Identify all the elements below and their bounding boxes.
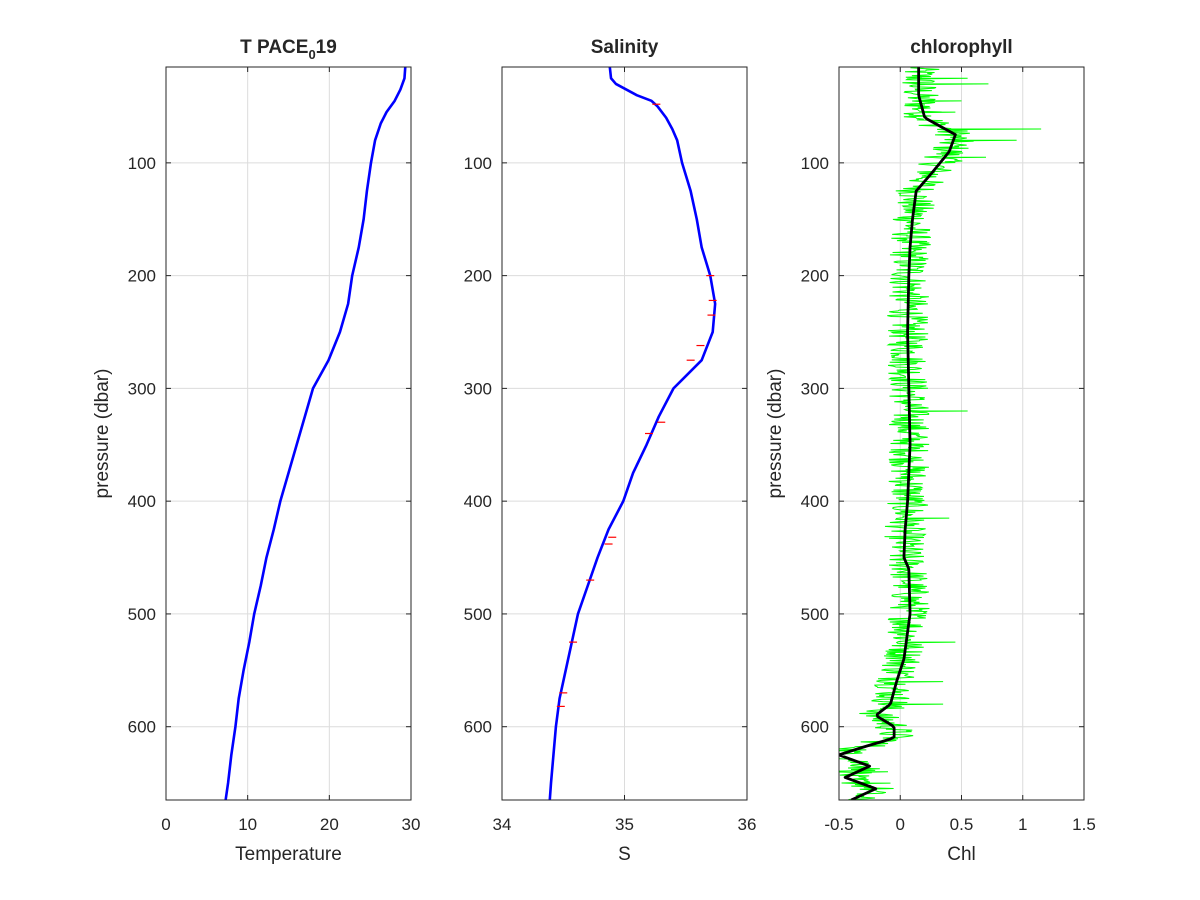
x-tick-label: 0 xyxy=(161,815,170,834)
y-tick-label: 200 xyxy=(128,267,156,286)
y-tick-label: 200 xyxy=(464,267,492,286)
y-tick-label: 600 xyxy=(464,718,492,737)
y-tick-label: 600 xyxy=(801,718,829,737)
x-tick-label: 1.5 xyxy=(1072,815,1096,834)
y-tick-label: 500 xyxy=(464,605,492,624)
y-tick-label: 400 xyxy=(128,492,156,511)
series-line-0 xyxy=(224,67,407,800)
y-tick-label: 400 xyxy=(801,492,829,511)
raw-chl-trace xyxy=(839,67,1042,800)
y-tick-label: 300 xyxy=(801,379,829,398)
y-tick-label: 300 xyxy=(464,379,492,398)
x-tick-label: 36 xyxy=(738,815,757,834)
temperature-panel: 0 10 20 30 100 200 300 400 500 600 Temperature pres… xyxy=(92,37,420,865)
panel-title: T PACE019 xyxy=(240,37,337,62)
y-axis-label: pressure (dbar) xyxy=(92,369,113,499)
x-tick-label: 30 xyxy=(402,815,421,834)
x-tick-label: 35 xyxy=(615,815,634,834)
x-tick-label: 10 xyxy=(238,815,257,834)
x-tick-label: 0.5 xyxy=(950,815,974,834)
y-tick-label: 300 xyxy=(128,379,156,398)
smoothed-chl-line xyxy=(839,67,957,800)
plot-marks xyxy=(224,67,407,800)
x-axis-label: Temperature xyxy=(235,844,342,865)
chlorophyll-panel: -0.5 0 0.5 1 1.5 100 200 300 400 500 600 Chl pressur… xyxy=(765,37,1096,865)
y-tick-label: 500 xyxy=(801,605,829,624)
x-tick-label: 1 xyxy=(1018,815,1027,834)
panel-title: Salinity xyxy=(591,37,659,58)
salinity-panel: 34 35 36 100 200 300 400 500 600 S Salinity xyxy=(464,37,757,865)
x-tick-label: 34 xyxy=(493,815,512,834)
y-tick-label: 400 xyxy=(464,492,492,511)
plot-marks xyxy=(548,67,717,800)
panel-title: chlorophyll xyxy=(910,37,1012,58)
x-tick-label: 20 xyxy=(320,815,339,834)
y-tick-label: 600 xyxy=(128,718,156,737)
x-axis-label: Chl xyxy=(947,844,976,865)
axes-box xyxy=(165,66,412,801)
series-line-1 xyxy=(548,67,717,800)
y-tick-label: 100 xyxy=(801,154,829,173)
y-tick-label: 100 xyxy=(464,154,492,173)
y-tick-label: 100 xyxy=(128,154,156,173)
y-axis-label: pressure (dbar) xyxy=(765,369,786,499)
x-axis-label: S xyxy=(618,844,631,865)
plot-marks xyxy=(839,67,1042,800)
plot-area xyxy=(166,67,411,800)
x-tick-label: 0 xyxy=(896,815,905,834)
x-tick-label: -0.5 xyxy=(824,815,853,834)
y-tick-label: 500 xyxy=(128,605,156,624)
y-tick-label: 200 xyxy=(801,267,829,286)
